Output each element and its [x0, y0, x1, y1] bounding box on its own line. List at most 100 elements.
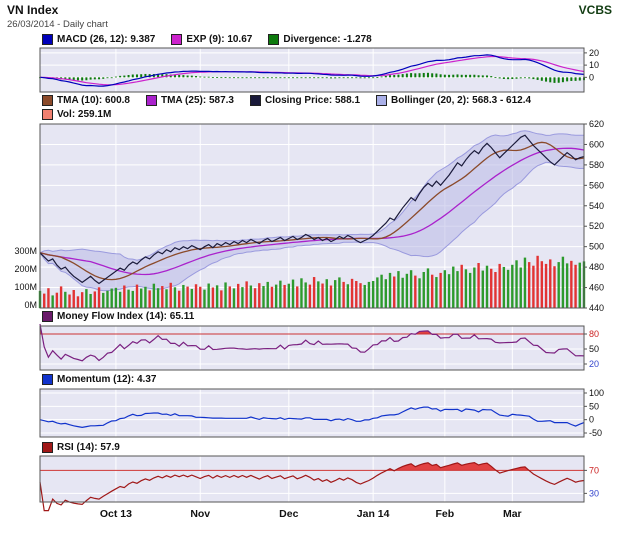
volume-bar	[76, 296, 80, 308]
divergence-bar	[464, 74, 467, 78]
volume-bar	[68, 294, 71, 308]
axis-tick-label: 70	[589, 465, 599, 475]
divergence-bar	[72, 77, 75, 80]
divergence-bar	[481, 75, 484, 78]
volume-bar	[274, 284, 278, 308]
axis-tick-label: 20	[589, 48, 599, 58]
legend-item: RSI (14): 57.9	[42, 441, 120, 453]
divergence-bar	[325, 77, 328, 79]
divergence-bar	[351, 77, 354, 79]
volume-bar	[544, 263, 548, 308]
legend-swatch	[42, 108, 53, 120]
divergence-bar	[102, 77, 105, 79]
volume-bar	[249, 285, 253, 308]
divergence-bar	[245, 77, 248, 79]
divergence-bar	[76, 77, 79, 81]
divergence-bar	[494, 77, 497, 78]
volume-bar	[152, 283, 156, 308]
divergence-bar	[140, 74, 143, 78]
divergence-bar	[566, 77, 569, 82]
volume-bar	[384, 279, 387, 308]
divergence-bar	[93, 77, 96, 80]
divergence-bar	[300, 77, 303, 79]
divergence-bar	[190, 75, 193, 78]
divergence-bar	[127, 75, 130, 78]
divergence-bar	[275, 77, 278, 79]
x-axis-label: Feb	[436, 508, 455, 520]
divergence-bar	[292, 77, 295, 79]
divergence-bar	[207, 76, 210, 78]
legend-swatch	[249, 94, 261, 106]
divergence-bar	[106, 77, 109, 79]
volume-bar	[435, 277, 438, 308]
volume-bar	[338, 277, 341, 308]
divergence-bar	[135, 74, 138, 78]
axis-tick-label: 50	[589, 344, 599, 354]
divergence-bar	[389, 75, 392, 78]
axis-tick-label: 600	[589, 139, 604, 149]
divergence-bar	[232, 77, 235, 79]
volume-bar	[304, 282, 307, 308]
divergence-bar	[532, 77, 535, 80]
volume-bar	[194, 284, 198, 308]
volume-bar	[355, 281, 358, 308]
divergence-bar	[313, 77, 316, 79]
volume-bar	[127, 289, 130, 308]
volume-bar	[80, 292, 84, 308]
legend-item: MACD (26, 12): 9.387	[42, 33, 155, 45]
volume-bar	[266, 281, 269, 308]
volume-bar	[165, 289, 168, 308]
volume-bar	[350, 278, 354, 308]
divergence-bar	[545, 77, 548, 82]
legend-swatch	[171, 33, 183, 45]
legend-item: Vol: 259.1M	[42, 108, 111, 120]
divergence-bar	[317, 77, 320, 79]
volume-bar	[102, 292, 105, 308]
legend-swatch	[42, 373, 53, 385]
divergence-bar	[359, 77, 362, 79]
volume-bar	[439, 272, 442, 308]
volume-bar	[241, 287, 244, 308]
divergence-bar	[422, 72, 425, 78]
divergence-bar	[414, 73, 417, 78]
macd-panel-border	[39, 47, 585, 93]
divergence-bar	[528, 77, 531, 79]
chart-subtitle: 26/03/2014 - Daily chart	[7, 19, 108, 30]
divergence-bar	[296, 77, 299, 79]
volume-bar	[409, 270, 413, 308]
volume-bar	[549, 259, 552, 308]
divergence-bar	[81, 77, 84, 81]
axis-tick-label: 480	[589, 262, 604, 272]
volume-bar	[258, 283, 261, 308]
legend-swatch	[42, 441, 53, 453]
axis-tick-label: 580	[589, 160, 604, 170]
legend-label: RSI (14): 57.9	[57, 441, 120, 453]
divergence-bar	[452, 74, 455, 78]
axis-tick-label: 10	[589, 60, 599, 70]
volume-bar	[89, 293, 92, 308]
divergence-bar	[502, 77, 505, 79]
volume-bar	[321, 283, 324, 308]
volume-bar	[211, 287, 215, 308]
volume-bar	[85, 289, 88, 308]
volume-bar	[312, 277, 316, 308]
axis-tick-label: 50	[589, 401, 599, 411]
divergence-bar	[439, 74, 442, 78]
divergence-bar	[553, 77, 556, 83]
axis-tick-label: 500	[589, 242, 604, 252]
legend-swatch	[376, 94, 388, 106]
volume-bar	[447, 274, 451, 308]
volume-bar	[502, 266, 506, 308]
axis-tick-label: 0	[589, 415, 594, 425]
brand-logo: VCBS	[578, 3, 612, 17]
divergence-bar	[224, 77, 227, 78]
volume-bar	[506, 269, 510, 308]
volume-bar	[135, 284, 139, 308]
volume-bar	[388, 272, 392, 308]
legend-swatch	[42, 33, 53, 45]
divergence-bar	[418, 73, 421, 78]
volume-bar	[59, 286, 63, 308]
volume-bar	[220, 290, 223, 308]
divergence-bar	[393, 75, 396, 78]
